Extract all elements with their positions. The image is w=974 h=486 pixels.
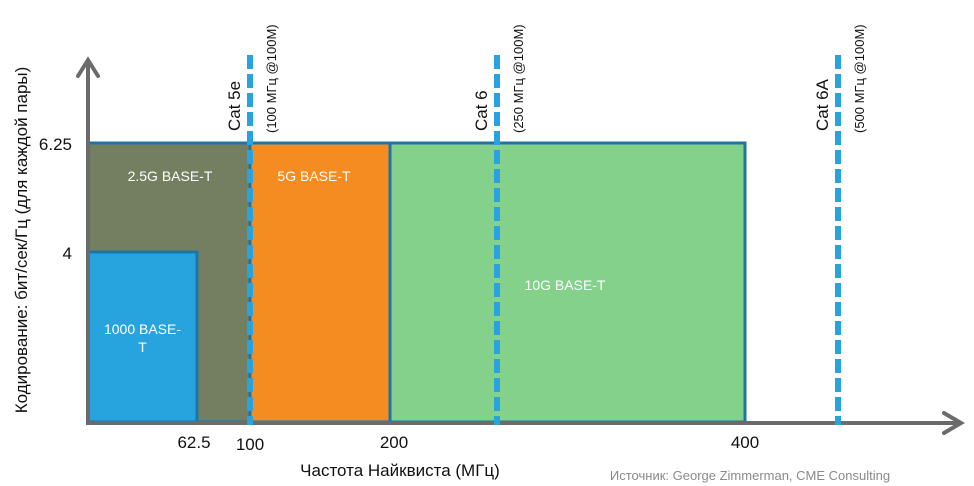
- cable-line-cat-6a: Cat 6A (500 МГц @100M): [813, 24, 867, 425]
- cable-label: Cat 5e: [225, 81, 244, 131]
- x-axis-arrow-icon: [942, 411, 965, 435]
- cable-sub-label: (100 МГц @100M): [264, 24, 279, 133]
- cable-sub-label: (250 МГц @100M): [511, 24, 526, 133]
- regions: 2.5G BASE-T 5G BASE-T 10G BASE-T 1000 BASE-…: [86, 141, 747, 424]
- region-label: 1000 BASE-T: [104, 321, 181, 355]
- cable-label: Cat 6: [472, 90, 491, 131]
- ticks: 62.5 100 200 400 4 6.25: [39, 135, 759, 454]
- region-10g-base-t: 10G BASE-T: [388, 141, 747, 424]
- y-axis-label: Кодирование: бит/сек/Гц (для каждой пары…: [12, 67, 31, 414]
- region-5g-base-t: 5G BASE-T: [248, 141, 392, 424]
- y-tick-label: 6.25: [39, 135, 72, 154]
- region-rect: [248, 141, 392, 424]
- cable-lines: Cat 5e (100 МГц @100M) Cat 6 (250 МГц @100M…: [225, 24, 867, 425]
- x-axis-label: Частота Найквиста (МГц): [300, 461, 500, 480]
- region-label: 5G BASE-T: [277, 168, 351, 184]
- region-label: 2.5G BASE-T: [128, 168, 213, 184]
- cable-sub-label: (500 МГц @100M): [852, 24, 867, 133]
- cable-label: Cat 6A: [813, 78, 832, 131]
- region-label: 10G BASE-T: [525, 277, 606, 293]
- region-1000-base-t: 1000 BASE-T: [86, 250, 199, 424]
- y-tick-label: 4: [63, 244, 72, 263]
- x-tick-label: 400: [731, 433, 759, 452]
- x-tick-label: 200: [380, 433, 408, 452]
- axes: [76, 56, 965, 435]
- cable-line-cat-5e: Cat 5e (100 МГц @100M): [225, 24, 279, 425]
- source-note: Источник: George Zimmerman, CME Consulti…: [610, 468, 890, 483]
- region-rect: [86, 250, 199, 424]
- cable-line-cat-6: Cat 6 (250 МГц @100M): [472, 24, 526, 425]
- x-tick-label: 100: [236, 435, 264, 454]
- y-axis-arrow-icon: [76, 56, 100, 78]
- x-tick-label: 62.5: [177, 433, 210, 452]
